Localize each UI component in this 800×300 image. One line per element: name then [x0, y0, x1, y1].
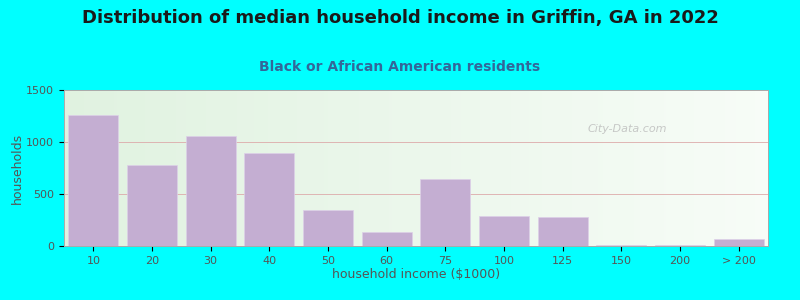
Bar — [303, 210, 353, 246]
Bar — [655, 245, 705, 246]
X-axis label: household income ($1000): household income ($1000) — [332, 268, 500, 281]
Bar — [186, 136, 235, 246]
Text: Black or African American residents: Black or African American residents — [259, 60, 541, 74]
Bar — [538, 217, 587, 246]
Bar — [714, 239, 763, 246]
Bar — [596, 245, 646, 246]
Bar — [69, 115, 118, 246]
Y-axis label: households: households — [10, 132, 23, 204]
Text: City-Data.com: City-Data.com — [587, 124, 667, 134]
Bar — [127, 165, 177, 246]
Bar — [362, 232, 411, 246]
Bar — [479, 216, 529, 246]
Text: Distribution of median household income in Griffin, GA in 2022: Distribution of median household income … — [82, 9, 718, 27]
Bar — [421, 179, 470, 246]
Bar — [245, 153, 294, 246]
